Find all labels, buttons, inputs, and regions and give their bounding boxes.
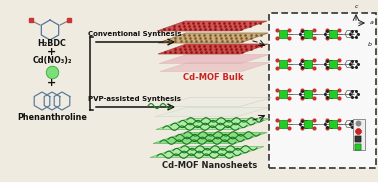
Polygon shape [156,118,270,130]
Text: a: a [370,21,374,25]
Text: Cd(NO₃)₂: Cd(NO₃)₂ [32,56,72,66]
Text: PVP-assisted Synthesis: PVP-assisted Synthesis [88,96,181,102]
Polygon shape [159,54,269,64]
Polygon shape [160,62,270,72]
Polygon shape [153,132,267,143]
FancyBboxPatch shape [353,119,365,150]
Text: +: + [47,78,57,88]
Polygon shape [155,108,269,116]
Polygon shape [150,147,264,157]
Polygon shape [157,21,267,31]
Text: c: c [354,4,358,9]
Polygon shape [158,98,272,106]
Polygon shape [158,33,268,43]
Text: H₂BDC: H₂BDC [37,39,67,48]
Text: Conventional Synthesis: Conventional Synthesis [88,31,182,37]
Text: Cd-MOF Bulk: Cd-MOF Bulk [183,72,243,82]
Text: Phenanthroline: Phenanthroline [17,112,87,122]
Text: b: b [368,43,372,48]
Text: +: + [47,47,57,57]
FancyBboxPatch shape [269,13,376,168]
Polygon shape [158,44,268,54]
Text: Cd-MOF Nanosheets: Cd-MOF Nanosheets [163,161,258,171]
